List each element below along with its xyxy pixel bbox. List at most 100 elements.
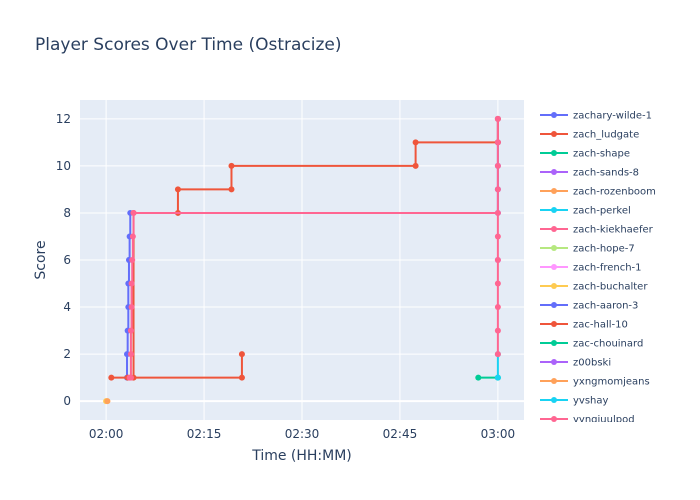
legend-item: zach-aaron-3 bbox=[540, 301, 638, 312]
y-tick-label: 4 bbox=[63, 300, 71, 314]
data-point bbox=[129, 233, 136, 240]
data-point bbox=[228, 162, 235, 169]
data-point bbox=[494, 115, 501, 122]
legend-swatch-marker bbox=[551, 340, 557, 346]
data-point bbox=[174, 186, 181, 193]
legend-swatch-marker bbox=[551, 264, 557, 270]
data-point bbox=[412, 139, 419, 146]
legend-item: zach-rozenboom bbox=[540, 187, 656, 198]
data-point bbox=[130, 209, 137, 216]
y-axis-title: Score bbox=[33, 240, 49, 279]
data-point bbox=[494, 280, 501, 287]
data-point bbox=[238, 351, 245, 358]
legend-label: zach-perkel bbox=[573, 206, 631, 217]
data-point bbox=[494, 139, 501, 146]
legend-label: yyngiuulpod bbox=[573, 415, 635, 426]
legend-swatch-marker bbox=[551, 416, 557, 422]
data-point bbox=[475, 374, 482, 381]
legend-item: zach-shape bbox=[540, 149, 630, 160]
data-point bbox=[128, 304, 135, 311]
legend-swatch-marker bbox=[551, 188, 557, 194]
legend-swatch-marker bbox=[551, 283, 557, 289]
data-point bbox=[494, 351, 501, 358]
legend-swatch-marker bbox=[551, 359, 557, 365]
legend-swatch-marker bbox=[551, 169, 557, 175]
legend-label: zach-buchalter bbox=[573, 282, 648, 293]
legend-label: zach_ludgate bbox=[573, 130, 639, 141]
data-point bbox=[127, 327, 134, 334]
legend-item: zac-chouinard bbox=[540, 339, 643, 350]
data-point bbox=[494, 327, 501, 334]
legend-item: zach-perkel bbox=[540, 206, 631, 217]
data-point bbox=[494, 209, 501, 216]
legend-item: yxngmomjeans bbox=[540, 377, 650, 388]
legend-item: zac-hall-10 bbox=[540, 320, 628, 331]
data-point bbox=[127, 351, 134, 358]
legend-label: zach-kiekhaefer bbox=[573, 225, 654, 236]
data-point bbox=[104, 398, 111, 405]
legend-label: yvshay bbox=[573, 396, 609, 407]
legend-label: zac-hall-10 bbox=[573, 320, 628, 331]
x-tick-label: 02:30 bbox=[285, 427, 320, 441]
legend-item: zach-french-1 bbox=[540, 263, 642, 274]
legend-label: zach-rozenboom bbox=[573, 187, 656, 198]
legend-label: yxngmomjeans bbox=[573, 377, 650, 388]
legend-item: zach-kiekhaefer bbox=[540, 225, 654, 236]
legend-label: zach-aaron-3 bbox=[573, 301, 638, 312]
legend-label: z00bski bbox=[573, 358, 611, 369]
legend-swatch-marker bbox=[551, 131, 557, 137]
legend-item: zachary-wilde-1 bbox=[540, 111, 652, 122]
legend-item: zach-hope-7 bbox=[540, 244, 635, 255]
legend-label: zach-sands-8 bbox=[573, 168, 639, 179]
legend-swatch-marker bbox=[551, 378, 557, 384]
data-point bbox=[238, 374, 245, 381]
data-point bbox=[494, 257, 501, 263]
data-point bbox=[494, 162, 501, 169]
data-point bbox=[128, 280, 135, 287]
y-tick-label: 6 bbox=[63, 253, 71, 267]
legend-label: zachary-wilde-1 bbox=[573, 111, 652, 122]
data-point bbox=[129, 257, 136, 263]
data-point bbox=[494, 186, 501, 193]
legend-label: zach-hope-7 bbox=[573, 244, 635, 255]
data-point bbox=[412, 162, 419, 169]
y-tick-label: 2 bbox=[63, 347, 71, 361]
data-point bbox=[228, 186, 235, 193]
legend-item: zach_ludgate bbox=[540, 130, 639, 141]
data-point bbox=[494, 304, 501, 311]
x-tick-label: 02:15 bbox=[187, 427, 222, 441]
legend-swatch-marker bbox=[551, 397, 557, 403]
data-point bbox=[494, 233, 501, 240]
legend-swatch-marker bbox=[551, 150, 557, 156]
legend-swatch-marker bbox=[551, 245, 557, 251]
series-yyngiuulpod bbox=[126, 115, 501, 381]
legend-item: zach-sands-8 bbox=[540, 168, 639, 179]
legend-swatch-marker bbox=[551, 207, 557, 213]
legend-item: yvshay bbox=[540, 396, 609, 407]
y-tick-label: 12 bbox=[56, 112, 71, 126]
x-tick-label: 02:00 bbox=[89, 427, 124, 441]
data-point bbox=[127, 374, 134, 381]
chart-title: Player Scores Over Time (Ostracize) bbox=[35, 35, 342, 55]
legend-swatch-marker bbox=[551, 302, 557, 308]
y-tick-label: 8 bbox=[63, 206, 71, 220]
legend-swatch-marker bbox=[551, 226, 557, 232]
legend: zachary-wilde-1 zach_ludgate zach-shape zac… bbox=[540, 111, 656, 426]
legend-swatch-marker bbox=[551, 112, 557, 118]
series-yxngmomjeans bbox=[104, 398, 111, 405]
y-tick-label: 10 bbox=[56, 159, 71, 173]
x-axis-title: Time (HH:MM) bbox=[251, 448, 352, 464]
data-point bbox=[494, 374, 501, 381]
legend-item: zach-buchalter bbox=[540, 282, 648, 293]
legend-swatch-marker bbox=[551, 321, 557, 327]
legend-item: yyngiuulpod bbox=[540, 415, 635, 426]
legend-label: zach-shape bbox=[573, 149, 630, 160]
legend-label: zach-french-1 bbox=[573, 263, 642, 274]
y-tick-label: 0 bbox=[63, 394, 71, 408]
data-point bbox=[108, 374, 115, 381]
x-tick-label: 02:45 bbox=[383, 427, 418, 441]
legend-label: zac-chouinard bbox=[573, 339, 643, 350]
x-tick-label: 03:00 bbox=[481, 427, 516, 441]
